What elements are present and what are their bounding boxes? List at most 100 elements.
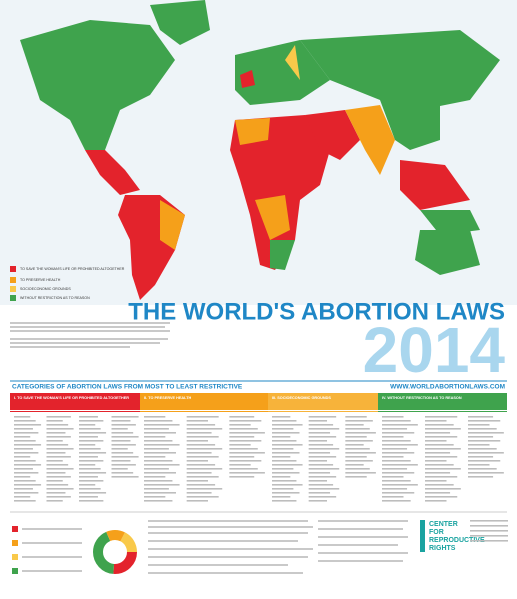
list-placeholder <box>186 452 212 454</box>
list-placeholder <box>111 464 136 466</box>
list-placeholder <box>308 448 340 450</box>
list-placeholder <box>425 488 461 490</box>
list-placeholder <box>468 456 494 458</box>
list-placeholder <box>345 452 376 454</box>
list-placeholder <box>46 460 63 462</box>
list-placeholder <box>46 432 66 434</box>
list-placeholder <box>144 428 169 430</box>
list-placeholder <box>14 500 36 502</box>
list-placeholder <box>111 432 134 434</box>
list-placeholder <box>14 488 33 490</box>
list-placeholder <box>425 468 461 470</box>
list-placeholder <box>272 480 297 482</box>
list-placeholder <box>308 484 334 486</box>
list-placeholder <box>111 460 131 462</box>
list-placeholder <box>111 456 139 458</box>
list-placeholder <box>229 436 255 438</box>
list-placeholder <box>382 492 415 494</box>
list-placeholder <box>111 440 131 442</box>
list-placeholder <box>111 452 134 454</box>
list-placeholder <box>46 500 63 502</box>
list-placeholder <box>345 468 370 470</box>
list-placeholder <box>144 456 166 458</box>
list-placeholder <box>229 420 262 422</box>
list-placeholder <box>229 428 258 430</box>
list-placeholder <box>186 476 219 478</box>
list-placeholder <box>468 424 490 426</box>
list-placeholder <box>308 444 334 446</box>
list-placeholder <box>111 448 128 450</box>
list-placeholder <box>46 472 66 474</box>
list-placeholder <box>144 440 173 442</box>
list-placeholder <box>186 488 223 490</box>
list-placeholder <box>308 456 337 458</box>
list-placeholder <box>144 444 180 446</box>
list-placeholder <box>79 420 104 422</box>
list-placeholder <box>382 424 418 426</box>
list-placeholder <box>46 468 74 470</box>
column-header-bg <box>378 393 507 410</box>
list-placeholder <box>308 468 340 470</box>
list-placeholder <box>229 440 262 442</box>
list-placeholder <box>14 456 31 458</box>
list-placeholder <box>308 500 327 502</box>
legend-label: WITHOUT RESTRICTION AS TO REASON <box>20 296 90 300</box>
list-placeholder <box>46 424 69 426</box>
list-placeholder <box>272 492 300 494</box>
list-placeholder <box>308 476 337 478</box>
list-placeholder <box>345 460 373 462</box>
list-placeholder <box>382 476 404 478</box>
list-placeholder <box>382 456 404 458</box>
list-placeholder <box>186 432 212 434</box>
list-placeholder <box>229 424 251 426</box>
list-placeholder <box>308 496 337 498</box>
list-placeholder <box>144 472 176 474</box>
list-placeholder <box>425 484 454 486</box>
list-placeholder <box>425 444 454 446</box>
contact-placeholder <box>470 530 508 532</box>
list-placeholder <box>79 424 96 426</box>
list-placeholder <box>46 444 69 446</box>
list-placeholder <box>14 492 39 494</box>
list-placeholder <box>382 496 404 498</box>
list-placeholder <box>382 428 408 430</box>
list-placeholder <box>272 432 300 434</box>
list-placeholder <box>425 420 447 422</box>
list-placeholder <box>272 488 294 490</box>
list-placeholder <box>308 416 337 418</box>
list-placeholder <box>345 416 367 418</box>
list-placeholder <box>144 492 176 494</box>
list-placeholder <box>111 476 139 478</box>
logo-text: REPRODUCTIVE <box>429 537 485 544</box>
list-placeholder <box>308 492 331 494</box>
list-placeholder <box>111 420 131 422</box>
list-placeholder <box>14 436 31 438</box>
logo-text: FOR <box>429 529 444 536</box>
list-placeholder <box>14 472 39 474</box>
list-placeholder <box>425 416 458 418</box>
list-placeholder <box>425 480 447 482</box>
intro-text <box>10 322 170 348</box>
list-placeholder <box>345 424 364 426</box>
list-placeholder <box>468 452 504 454</box>
list-placeholder <box>144 500 173 502</box>
logo-text: CENTER <box>429 521 458 528</box>
list-placeholder <box>382 468 408 470</box>
list-placeholder <box>229 476 255 478</box>
list-placeholder <box>272 440 297 442</box>
year: 2014 <box>363 314 506 386</box>
column-header: IV. WITHOUT RESTRICTION AS TO REASON <box>382 396 462 400</box>
list-placeholder <box>468 440 501 442</box>
list-placeholder <box>79 428 101 430</box>
list-placeholder <box>79 440 104 442</box>
list-placeholder <box>308 428 340 430</box>
legend-label: TO PRESERVE HEALTH <box>20 278 61 282</box>
list-placeholder <box>46 480 63 482</box>
list-placeholder <box>46 484 69 486</box>
list-placeholder <box>229 444 251 446</box>
list-placeholder <box>425 492 451 494</box>
column-rule <box>268 411 378 412</box>
donut-legend <box>12 526 82 574</box>
list-placeholder <box>144 436 166 438</box>
list-placeholder <box>229 460 262 462</box>
